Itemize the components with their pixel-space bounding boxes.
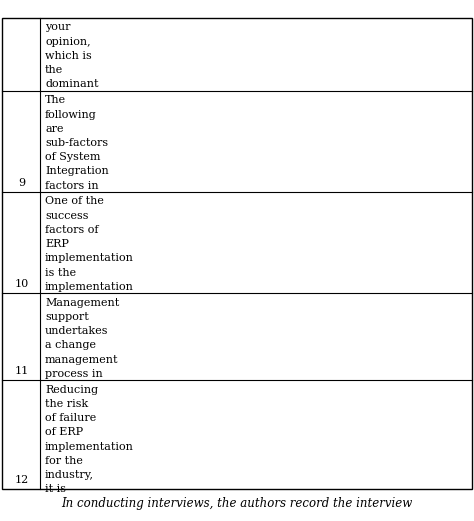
Text: opinion,: opinion, [45, 36, 91, 46]
Text: 9: 9 [18, 178, 25, 188]
Text: undertakes: undertakes [45, 326, 109, 336]
Text: 12: 12 [14, 475, 28, 485]
Text: ERP: ERP [45, 239, 69, 249]
Text: factors in: factors in [45, 181, 99, 191]
Text: One of the: One of the [45, 196, 104, 206]
Text: Management: Management [45, 297, 119, 307]
Text: is the: is the [45, 268, 76, 278]
Text: implementation: implementation [45, 442, 134, 452]
Text: implementation: implementation [45, 282, 134, 292]
Text: Integration: Integration [45, 166, 109, 177]
Text: for the: for the [45, 456, 83, 466]
Text: dominant: dominant [45, 79, 99, 89]
Text: industry,: industry, [45, 470, 94, 480]
Text: which is: which is [45, 51, 92, 61]
Text: 11: 11 [14, 366, 28, 376]
Text: management: management [45, 354, 118, 365]
Text: the risk: the risk [45, 399, 88, 409]
Text: factors of: factors of [45, 225, 99, 235]
Text: sub-factors: sub-factors [45, 138, 108, 148]
Text: it is: it is [45, 484, 66, 494]
Text: of ERP: of ERP [45, 427, 83, 437]
Text: success: success [45, 210, 89, 221]
Text: the: the [45, 65, 64, 75]
Text: In conducting interviews, the authors record the interview: In conducting interviews, the authors re… [61, 497, 413, 510]
Text: of failure: of failure [45, 413, 96, 423]
Text: of System: of System [45, 152, 100, 162]
Text: are: are [45, 124, 64, 134]
Text: implementation: implementation [45, 253, 134, 263]
Text: Reducing: Reducing [45, 384, 98, 395]
Text: process in: process in [45, 369, 103, 379]
Text: a change: a change [45, 340, 96, 350]
Text: following: following [45, 109, 97, 119]
Text: 10: 10 [14, 279, 28, 289]
Text: support: support [45, 312, 89, 322]
Text: The: The [45, 95, 66, 105]
Text: your: your [45, 22, 71, 32]
